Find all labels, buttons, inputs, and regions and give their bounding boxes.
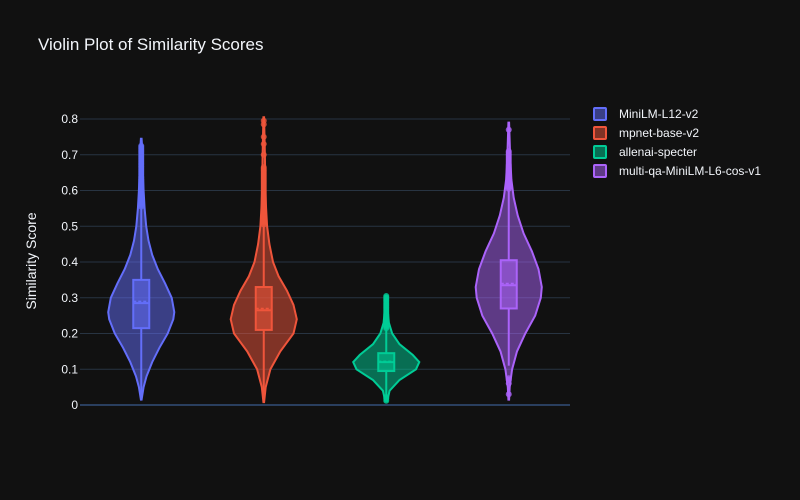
y-tick-label: 0.4 (61, 255, 78, 269)
y-tick-label: 0.5 (61, 219, 78, 233)
legend-item-allenai-specter[interactable]: allenai-specter (593, 145, 697, 159)
violins (107, 116, 543, 404)
violin-allenai-specter (352, 292, 421, 404)
y-tick-label: 0.8 (61, 112, 78, 126)
legend-swatch (593, 107, 607, 121)
legend-item-multi-qa-MiniLM-L6-cos-v1[interactable]: multi-qa-MiniLM-L6-cos-v1 (593, 164, 761, 178)
legend-label: allenai-specter (619, 145, 697, 159)
y-tick-label: 0 (71, 398, 78, 412)
outlier-point (260, 164, 267, 171)
y-tick-label: 0.6 (61, 184, 78, 198)
outlier-point (138, 142, 145, 149)
legend-label: MiniLM-L12-v2 (619, 107, 699, 121)
legend[interactable]: MiniLM-L12-v2 mpnet-base-v2 allenai-specte… (593, 107, 761, 178)
outlier-point (260, 141, 267, 148)
legend-swatch (593, 126, 607, 140)
legend-swatch (593, 145, 607, 159)
outlier-point (505, 126, 512, 133)
violin-mpnet-base-v2 (229, 116, 298, 404)
y-tick-label: 0.3 (61, 291, 78, 305)
outlier-point (260, 133, 267, 140)
y-tick-label: 0.2 (61, 327, 78, 341)
outlier-point (383, 292, 390, 299)
outlier-point (260, 151, 267, 158)
outlier-point (260, 117, 267, 124)
outlier-point (383, 394, 390, 401)
y-tick-label: 0.1 (61, 362, 78, 376)
legend-label: multi-qa-MiniLM-L6-cos-v1 (619, 164, 761, 178)
legend-label: mpnet-base-v2 (619, 126, 699, 140)
outlier-point (505, 375, 512, 382)
outlier-point (505, 391, 512, 398)
y-axis-ticks: 0 0.1 0.2 0.3 0.4 0.5 0.6 0.7 0.8 (61, 112, 78, 412)
legend-item-MiniLM-L12-v2[interactable]: MiniLM-L12-v2 (593, 107, 699, 121)
y-axis-label: Similarity Score (23, 212, 39, 309)
outlier-point (505, 148, 512, 155)
y-tick-label: 0.7 (61, 148, 78, 162)
violin-MiniLM-L12-v2 (107, 137, 176, 401)
legend-item-mpnet-base-v2[interactable]: mpnet-base-v2 (593, 126, 699, 140)
chart-title: Violin Plot of Similarity Scores (38, 35, 264, 54)
legend-swatch (593, 164, 607, 178)
violin-multi-qa-MiniLM-L6-cos-v1 (474, 121, 543, 401)
